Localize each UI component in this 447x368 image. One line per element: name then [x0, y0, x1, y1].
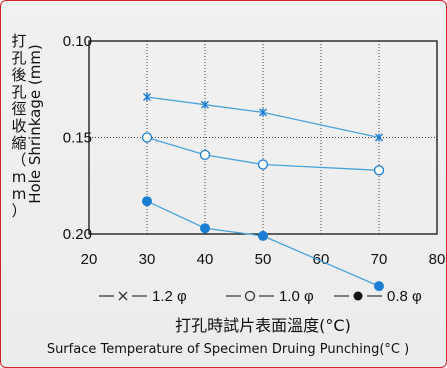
- legend-item: 0.8 φ: [334, 288, 422, 305]
- y-axis-label-cn-char: 孔: [11, 49, 26, 67]
- y-axis-label-en: Hole Shrinkage (mm): [26, 44, 44, 204]
- legend-label: 1.0 φ: [279, 288, 314, 305]
- legend-item: 1.2 φ: [99, 288, 187, 305]
- x-tick-label: 50: [255, 251, 272, 268]
- series-line: [146, 200, 380, 287]
- series-open-circle: [141, 132, 385, 176]
- y-axis-label-cn-char: 孔: [11, 83, 26, 101]
- x-tick-label: 30: [139, 251, 156, 268]
- grid-lines: [89, 40, 437, 235]
- x-axis-label-cn: 打孔時試片表面溫度(°C): [175, 316, 351, 335]
- x-axis-label-en: Surface Temperature of Specimen Druing P…: [47, 342, 409, 357]
- data-point-open: [141, 132, 153, 143]
- data-point-filled: [142, 196, 152, 207]
- y-axis-label-cn-char: 徑: [11, 100, 26, 118]
- data-point-x: [201, 100, 209, 109]
- legend-marker-x: [118, 291, 128, 301]
- x-tick-label: 40: [197, 251, 214, 268]
- x-tick-label: 80: [429, 251, 446, 268]
- y-tick-labels: 0.10 0.15 0.20: [63, 33, 92, 243]
- legend-item: 1.0 φ: [226, 288, 314, 305]
- data-point-x: [375, 133, 383, 142]
- x-tick-labels: 20 30 40 50 60 70 80: [81, 251, 446, 268]
- y-axis-label-cn-char: m: [12, 168, 27, 186]
- y-axis-label-cn-char: 後: [11, 66, 26, 84]
- y-axis-label-cn-char: 收: [11, 117, 26, 135]
- data-point-x: [259, 108, 267, 117]
- series-lines: [141, 92, 385, 292]
- y-axis-label-cn-char: 縮: [11, 134, 26, 152]
- legend-marker-filled: [353, 291, 363, 301]
- y-axis-label-cn-char: ）: [11, 202, 26, 220]
- series-x: [143, 92, 383, 142]
- y-tick-label: 0.20: [63, 226, 92, 243]
- series-line: [146, 136, 380, 171]
- data-point-filled: [374, 281, 384, 292]
- data-point-x: [143, 92, 151, 101]
- x-tick-label: 20: [81, 251, 98, 268]
- y-tick-label: 0.15: [63, 130, 92, 147]
- x-tick-label: 60: [313, 251, 330, 268]
- data-point-open: [199, 149, 211, 161]
- legend-label: 1.2 φ: [152, 288, 187, 305]
- y-axis-label-cn-char: （: [11, 151, 26, 169]
- series-line: [146, 96, 380, 139]
- y-axis-label-cn-char: m: [12, 185, 27, 203]
- legend-marker-open: [244, 290, 256, 302]
- series-filled-circle: [142, 196, 384, 292]
- data-point-open: [257, 159, 269, 170]
- x-tick-label: 70: [371, 251, 388, 268]
- y-tick-label: 0.10: [63, 33, 92, 50]
- y-axis-label-cn-char: 打: [11, 32, 26, 50]
- data-point-filled: [258, 230, 268, 241]
- data-point-filled: [200, 223, 210, 234]
- legend: 1.2 φ 1.0 φ 0.8 φ: [99, 288, 422, 305]
- data-point-open: [373, 165, 385, 176]
- legend-label: 0.8 φ: [387, 288, 422, 305]
